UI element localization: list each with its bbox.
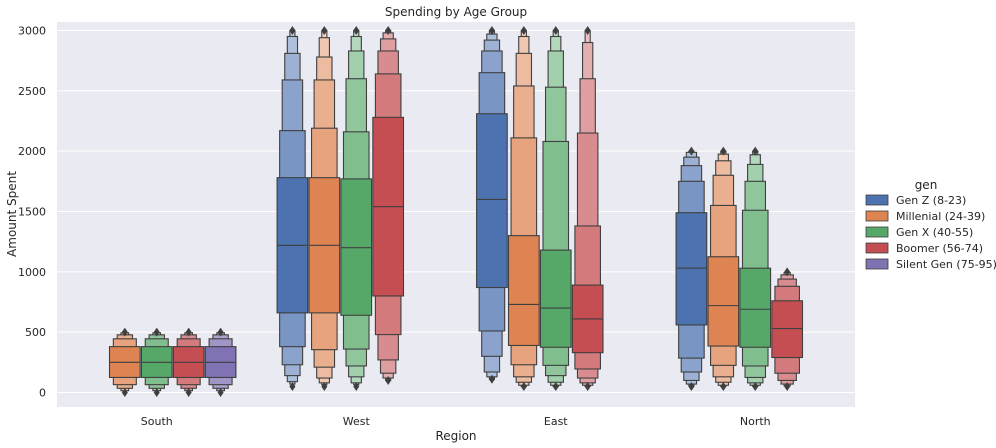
boxen-level <box>340 178 373 316</box>
x-axis-label: Region <box>435 429 476 443</box>
legend-label: Millenial (24-39) <box>896 210 985 223</box>
outlier-point <box>688 381 695 391</box>
y-tick-label: 1000 <box>18 266 46 279</box>
boxen-level <box>771 300 804 359</box>
boxen-level <box>539 249 572 348</box>
outlier-point <box>784 381 791 391</box>
outlier-point <box>584 381 591 391</box>
legend-swatch <box>865 226 889 238</box>
legend-label: Boomer (56-74) <box>896 242 983 255</box>
x-tick-label: West <box>343 415 371 428</box>
outlier-point <box>752 146 759 156</box>
legend-swatch <box>865 194 889 206</box>
outlier-point <box>353 25 360 35</box>
outlier-point <box>217 327 224 337</box>
outlier-point <box>353 381 360 391</box>
y-tick-label: 1500 <box>18 205 46 218</box>
outlier-point <box>185 388 192 398</box>
outlier-point <box>752 381 759 391</box>
boxen-level <box>507 235 540 346</box>
y-tick-label: 500 <box>25 326 46 339</box>
legend-label: Gen X (40-55) <box>896 226 973 239</box>
x-axis-ticks: South West East North <box>141 415 771 428</box>
boxen-level <box>675 212 708 326</box>
x-tick-label: South <box>141 415 173 428</box>
legend-swatch <box>865 210 889 222</box>
outlier-point <box>385 25 392 35</box>
legend-swatch <box>865 242 889 254</box>
outlier-point <box>321 381 328 391</box>
outlier-point <box>121 388 128 398</box>
outlier-point <box>289 25 296 35</box>
x-tick-label: East <box>544 415 568 428</box>
x-tick-label: North <box>740 415 771 428</box>
outlier-point <box>385 375 392 385</box>
outlier-point <box>321 25 328 35</box>
outlier-point <box>520 25 527 35</box>
legend: gen Gen Z (8-23) Millenial (24-39) Gen X (… <box>865 178 996 271</box>
y-tick-label: 2000 <box>18 145 46 158</box>
outlier-point <box>720 146 727 156</box>
boxen-level <box>739 267 772 348</box>
legend-label: Gen Z (8-23) <box>896 194 966 207</box>
y-tick-label: 3000 <box>18 24 46 37</box>
outlier-point <box>185 327 192 337</box>
outlier-point <box>121 327 128 337</box>
boxes <box>108 25 804 398</box>
outlier-point <box>153 388 160 398</box>
outlier-point <box>584 25 591 35</box>
outlier-point <box>520 381 527 391</box>
outlier-point <box>217 388 224 398</box>
y-axis-ticks: 0 500 1000 1500 2000 2500 3000 <box>18 24 46 399</box>
boxen-level <box>476 113 508 289</box>
chart-title: Spending by Age Group <box>385 5 527 19</box>
outlier-point <box>488 25 495 35</box>
legend-swatch <box>865 258 889 270</box>
boxen-level <box>707 256 740 347</box>
outlier-point <box>688 146 695 156</box>
outlier-point <box>153 327 160 337</box>
y-axis-label: Amount Spent <box>5 171 19 257</box>
legend-label: Silent Gen (75-95) <box>896 258 996 271</box>
outlier-point <box>720 381 727 391</box>
outlier-point <box>552 25 559 35</box>
legend-title: gen <box>915 178 938 192</box>
y-tick-label: 2500 <box>18 85 46 98</box>
y-tick-label: 0 <box>39 387 46 400</box>
outlier-point <box>289 381 296 391</box>
outlier-point <box>488 374 495 384</box>
outlier-point <box>784 267 791 277</box>
outlier-point <box>552 381 559 391</box>
